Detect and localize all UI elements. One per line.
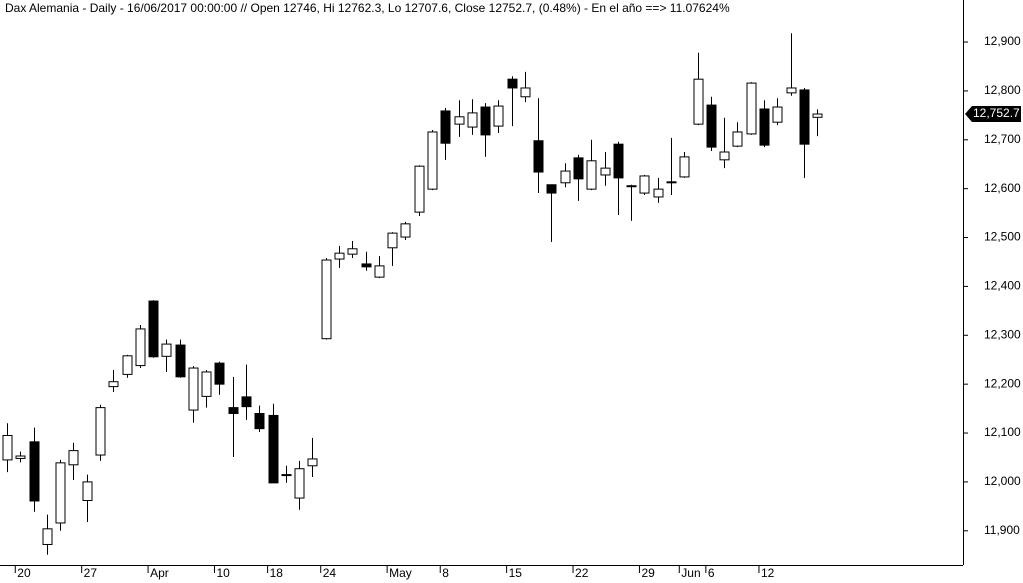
candle-body — [2, 434, 13, 461]
candle-body — [281, 474, 292, 477]
candle-body — [188, 367, 199, 411]
candle-body — [613, 143, 624, 179]
candle-body — [520, 87, 531, 98]
last-price-label: 12,752.7 — [973, 106, 1020, 120]
x-tick-label: 22 — [575, 566, 589, 580]
last-price-box — [965, 106, 1021, 123]
candle-body — [175, 344, 186, 378]
candle-body — [493, 105, 504, 127]
candle-body — [82, 481, 93, 501]
candle-body — [374, 265, 385, 278]
candle-body — [600, 167, 611, 176]
x-tick-label: 27 — [84, 566, 98, 580]
candle-body — [387, 232, 398, 249]
candle-body — [507, 78, 518, 89]
candle-body — [799, 89, 810, 145]
candle-body — [772, 106, 783, 123]
y-tick-label: 12,400 — [984, 279, 1021, 293]
candle-body — [108, 381, 119, 388]
candle-body — [29, 441, 40, 502]
x-tick-label: Apr — [150, 566, 169, 580]
y-tick-label: 12,800 — [984, 83, 1021, 97]
candle-body — [454, 116, 465, 125]
candle-body — [746, 82, 757, 135]
candle-body — [706, 104, 717, 148]
candle-body — [268, 414, 279, 484]
candle-body — [653, 188, 664, 198]
candle-body — [586, 160, 597, 190]
candle-body — [666, 181, 677, 184]
candle-body — [679, 156, 690, 178]
candle-body — [480, 106, 491, 136]
y-tick-label: 11,900 — [984, 523, 1020, 537]
y-tick-label: 12,500 — [984, 230, 1021, 244]
x-tick-label: May — [389, 566, 412, 580]
candle-body — [427, 131, 438, 190]
candle-body — [228, 407, 239, 414]
candle-body — [626, 185, 637, 188]
x-tick-label: 6 — [708, 566, 715, 580]
candle-body — [334, 252, 345, 260]
x-tick-label: Jun — [681, 566, 700, 580]
candle-body — [440, 110, 451, 144]
candle-body — [693, 78, 704, 125]
candle-body — [95, 407, 106, 456]
candle-body — [307, 458, 318, 467]
candle-body — [573, 157, 584, 180]
candle-body — [347, 248, 358, 255]
candle-body — [68, 450, 79, 466]
candle-body — [55, 462, 66, 524]
candle-body — [719, 151, 730, 161]
y-tick-label: 12,600 — [984, 181, 1021, 195]
candle-body — [639, 175, 650, 194]
candle-body — [400, 223, 411, 238]
x-tick-label: 12 — [761, 566, 775, 580]
candle-body — [759, 108, 770, 146]
candle-body — [122, 355, 133, 375]
y-tick-label: 12,200 — [984, 376, 1021, 390]
y-tick-label: 12,300 — [984, 327, 1021, 341]
candle-body — [294, 468, 305, 499]
candle-body — [241, 396, 252, 408]
candle-body — [148, 300, 159, 358]
candle-body — [467, 112, 478, 128]
candle-body — [214, 362, 225, 385]
candle-body — [321, 259, 332, 340]
candle-body — [201, 371, 212, 397]
candle-body — [361, 263, 372, 268]
candle-body — [161, 343, 172, 357]
x-tick-label: 24 — [323, 566, 337, 580]
x-tick-label: 8 — [442, 566, 449, 580]
candle-body — [15, 455, 26, 459]
candle-body — [135, 328, 146, 367]
candle-body — [786, 87, 797, 94]
y-tick-label: 12,000 — [984, 474, 1021, 488]
candle-body — [546, 184, 557, 194]
candle-body — [254, 412, 265, 430]
candle-body — [42, 528, 53, 545]
y-tick-label: 12,700 — [984, 132, 1021, 146]
candle-body — [414, 165, 425, 213]
y-tick-label: 12,900 — [984, 34, 1021, 48]
candle-body — [560, 170, 571, 184]
x-tick-label: 29 — [641, 566, 655, 580]
candle-body — [812, 113, 823, 118]
x-tick-label: 10 — [216, 566, 230, 580]
chart-title: Dax Alemania - Daily - 16/06/2017 00:00:… — [5, 1, 730, 15]
x-tick-label: 15 — [509, 566, 523, 580]
candle-body — [533, 140, 544, 173]
x-tick-label: 18 — [270, 566, 284, 580]
x-tick-label: 20 — [17, 566, 31, 580]
candle-body — [732, 131, 743, 147]
y-tick-label: 12,100 — [984, 425, 1021, 439]
